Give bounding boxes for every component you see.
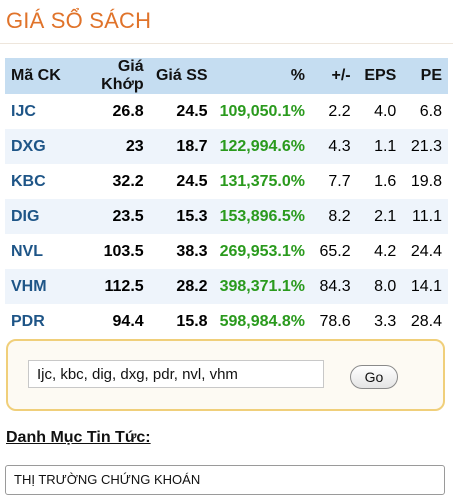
- table-row: DIG 23.5 15.3 153,896.5% 8.2 2.1 11.1: [5, 199, 448, 234]
- stock-code-link[interactable]: PDR: [11, 312, 45, 330]
- pe-value: 28.4: [410, 312, 442, 330]
- stock-code-link[interactable]: VHM: [5, 269, 70, 304]
- header-match-price: Giá Khớp: [69, 58, 150, 94]
- eps-value: 1.6: [374, 172, 397, 190]
- percent-value: 598,984.8%: [219, 312, 305, 330]
- diff-value: 2.2: [328, 102, 351, 120]
- pe-value: 24.4: [410, 242, 442, 260]
- header-diff: +/-: [310, 58, 357, 94]
- eps-value: 1.1: [356, 129, 403, 164]
- page-title: GIÁ SỔ SÁCH: [6, 8, 152, 33]
- stock-code-link[interactable]: IJC: [11, 102, 36, 120]
- eps-value: 8.0: [356, 269, 403, 304]
- percent-value: 269,953.1%: [219, 242, 305, 260]
- stock-code-link[interactable]: DXG: [5, 129, 70, 164]
- match-price: 23: [69, 129, 150, 164]
- book-price: 28.2: [149, 269, 214, 304]
- stock-code-link[interactable]: DIG: [5, 199, 70, 234]
- table-row: NVL 103.5 38.3 269,953.1% 65.2 4.2 24.4: [5, 234, 448, 269]
- header-eps: EPS: [356, 58, 403, 94]
- table-row: DXG 23 18.7 122,994.6% 4.3 1.1 21.3: [5, 129, 448, 164]
- pe-value: 21.3: [402, 129, 448, 164]
- percent-value: 122,994.6%: [213, 129, 311, 164]
- match-price: 23.5: [69, 199, 150, 234]
- book-price: 15.8: [176, 312, 208, 330]
- pe-value: 14.1: [402, 269, 448, 304]
- book-price: 15.3: [149, 199, 214, 234]
- diff-value: 8.2: [310, 199, 357, 234]
- percent-value: 153,896.5%: [213, 199, 311, 234]
- book-price: 24.5: [176, 172, 208, 190]
- diff-value: 65.2: [319, 242, 351, 260]
- news-category-select[interactable]: THỊ TRƯỜNG CHỨNG KHOÁN: [5, 465, 445, 495]
- diff-value: 84.3: [310, 269, 357, 304]
- stock-codes-input[interactable]: [28, 360, 324, 388]
- stock-code-link[interactable]: NVL: [11, 242, 43, 260]
- eps-value: 4.2: [374, 242, 397, 260]
- table-row: PDR 94.4 15.8 598,984.8% 78.6 3.3 28.4: [5, 304, 448, 339]
- table-row: KBC 32.2 24.5 131,375.0% 7.7 1.6 19.8: [5, 164, 448, 199]
- match-price: 32.2: [112, 172, 144, 190]
- match-price: 103.5: [103, 242, 144, 260]
- book-value-table: Mã CK Giá Khớp Giá SS % +/- EPS PE IJC 2…: [5, 58, 448, 339]
- book-price: 24.5: [176, 102, 208, 120]
- diff-value: 78.6: [319, 312, 351, 330]
- match-price: 26.8: [112, 102, 144, 120]
- match-price: 94.4: [112, 312, 144, 330]
- book-price: 18.7: [149, 129, 214, 164]
- diff-value: 7.7: [328, 172, 351, 190]
- header-percent: %: [213, 58, 311, 94]
- table-row: IJC 26.8 24.5 109,050.1% 2.2 4.0 6.8: [5, 94, 448, 129]
- pe-value: 6.8: [419, 102, 442, 120]
- pe-value: 19.8: [410, 172, 442, 190]
- title-divider: [0, 43, 453, 44]
- eps-value: 3.3: [374, 312, 397, 330]
- book-price: 38.3: [176, 242, 208, 260]
- percent-value: 131,375.0%: [219, 172, 305, 190]
- header-code: Mã CK: [5, 58, 70, 94]
- header-pe: PE: [402, 58, 448, 94]
- go-button[interactable]: Go: [350, 365, 398, 389]
- eps-value: 4.0: [374, 102, 397, 120]
- news-category-heading: Danh Mục Tin Tức:: [6, 429, 151, 446]
- match-price: 112.5: [69, 269, 150, 304]
- table-row: VHM 112.5 28.2 398,371.1% 84.3 8.0 14.1: [5, 269, 448, 304]
- eps-value: 2.1: [356, 199, 403, 234]
- percent-value: 109,050.1%: [219, 102, 305, 120]
- stock-search-panel: Go: [6, 339, 445, 411]
- diff-value: 4.3: [310, 129, 357, 164]
- percent-value: 398,371.1%: [213, 269, 311, 304]
- stock-code-link[interactable]: KBC: [11, 172, 46, 190]
- table-header-row: Mã CK Giá Khớp Giá SS % +/- EPS PE: [5, 58, 448, 94]
- header-book-price: Giá SS: [149, 58, 214, 94]
- pe-value: 11.1: [402, 199, 448, 234]
